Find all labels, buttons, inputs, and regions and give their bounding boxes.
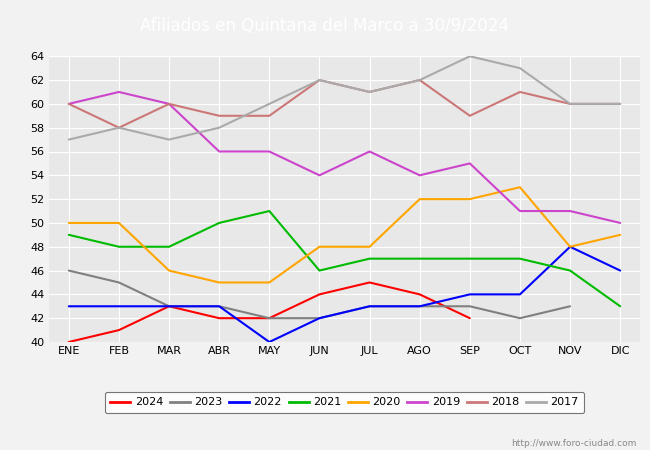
Legend: 2024, 2023, 2022, 2021, 2020, 2019, 2018, 2017: 2024, 2023, 2022, 2021, 2020, 2019, 2018… <box>105 392 584 413</box>
Text: http://www.foro-ciudad.com: http://www.foro-ciudad.com <box>512 439 637 448</box>
Text: Afiliados en Quintana del Marco a 30/9/2024: Afiliados en Quintana del Marco a 30/9/2… <box>140 17 510 35</box>
